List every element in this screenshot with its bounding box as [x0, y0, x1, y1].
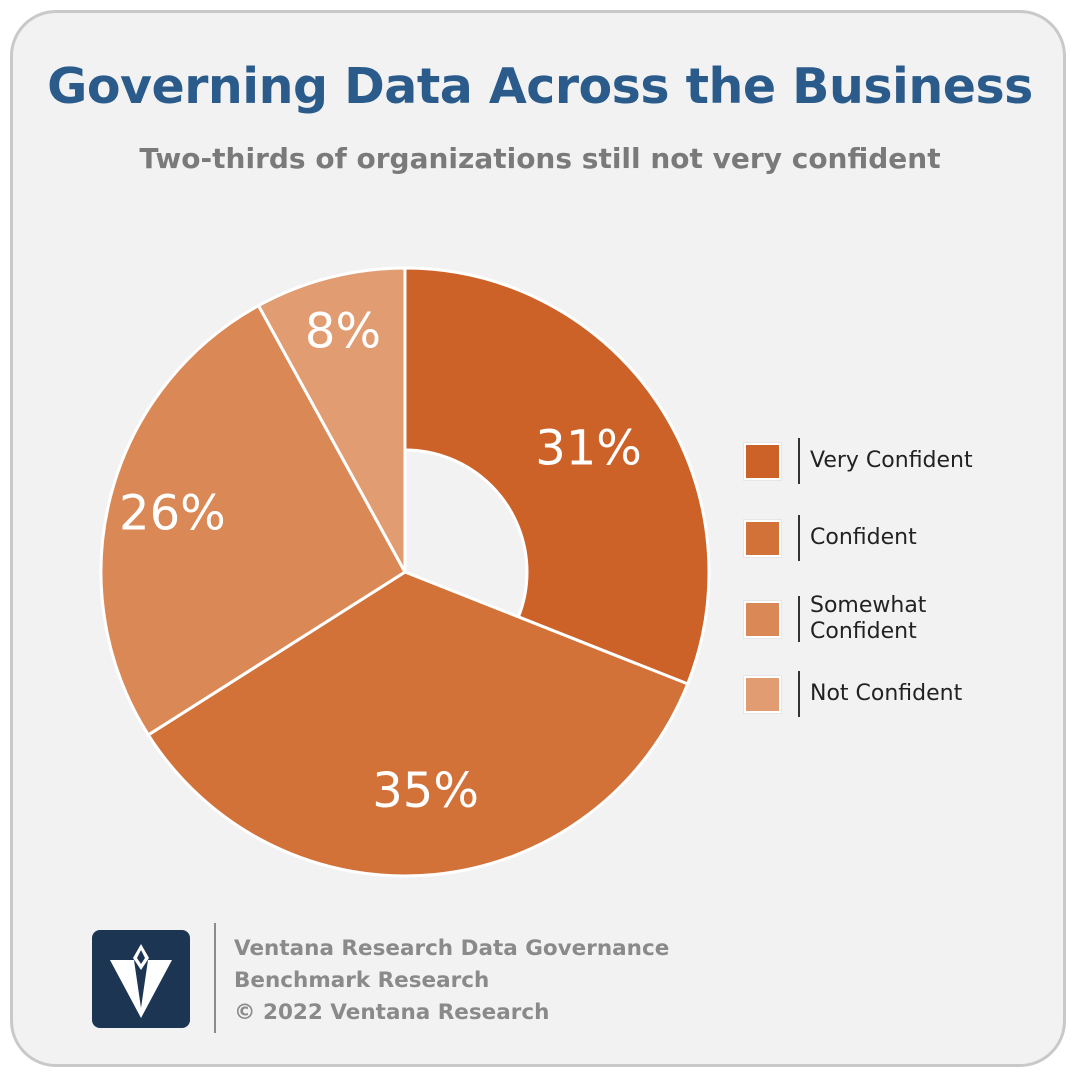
- legend-label: Somewhat Confident: [810, 593, 927, 644]
- slice-not-confident: [256, 266, 407, 573]
- legend-divider: [798, 438, 800, 484]
- legend-item-very-confident: Very Confident: [744, 438, 1010, 484]
- legend-label: Very Confident: [810, 448, 973, 473]
- legend-swatch: [744, 600, 781, 638]
- slice-value-label: 8%: [305, 304, 381, 360]
- legend-swatch: [744, 442, 781, 480]
- legend-item-not-confident: Not Confident: [744, 671, 1010, 717]
- footer-line: Benchmark Research: [234, 968, 490, 993]
- legend-swatch: [744, 675, 781, 713]
- footer-divider: [214, 923, 216, 1033]
- legend-label: Not Confident: [810, 681, 963, 706]
- legend-item-somewhat-confident: Somewhat Confident: [744, 593, 1010, 645]
- chart-title: Governing Data Across the Business: [47, 58, 1033, 115]
- slice-value-label: 26%: [119, 485, 226, 541]
- legend-divider: [798, 596, 800, 642]
- footer-credit: Ventana Research Data Governance Benchma…: [234, 933, 669, 1029]
- legend-divider: [798, 671, 800, 717]
- slice-value-label: 35%: [372, 763, 479, 819]
- chart-subtitle: Two-thirds of organizations still not ve…: [139, 142, 941, 175]
- ventana-v-logo-icon: [110, 944, 172, 1018]
- footer-line: Ventana Research Data Governance: [234, 936, 670, 961]
- slice-confident: [146, 570, 690, 878]
- legend-label: Confident: [810, 525, 917, 550]
- legend-swatch: [744, 519, 781, 557]
- legend-divider: [798, 515, 800, 561]
- footer-line: © 2022 Ventana Research: [234, 1000, 550, 1025]
- ventana-logo: [92, 930, 190, 1028]
- slice-value-label: 31%: [535, 420, 642, 476]
- slice-somewhat-confident: [99, 303, 407, 737]
- legend-item-confident: Confident: [744, 515, 1010, 561]
